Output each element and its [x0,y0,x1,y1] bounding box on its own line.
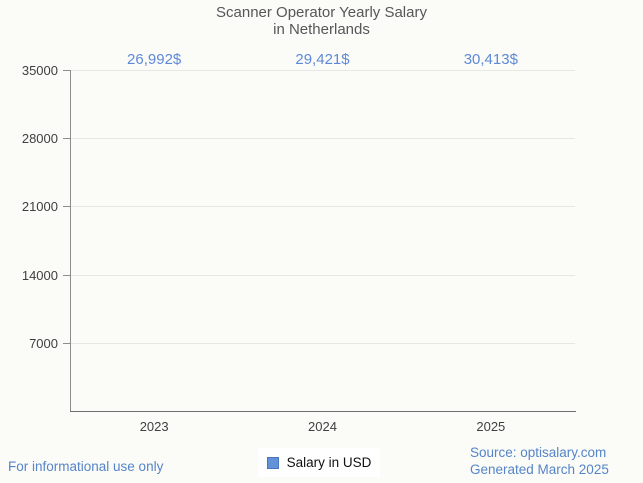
y-axis-tick [63,342,70,344]
x-axis-line [70,411,576,412]
bar-2025 [454,115,527,411]
y-axis-tick [63,274,70,276]
value-label-2024: 29,421$ [295,51,350,68]
disclaimer-text: For informational use only [8,459,164,474]
x-axis-label-2024: 2024 [308,419,337,434]
y-axis-tick [63,138,70,140]
gridline [71,342,575,344]
generated-text: Generated March 2025 [470,462,609,477]
y-axis-tick-label: 7000 [29,335,58,351]
y-axis-tick-label: 14000 [21,267,58,283]
chart-title-line2: in Netherlands [273,21,370,38]
y-axis-tick-label: 28000 [21,131,58,147]
x-axis-label-2025: 2025 [476,419,506,434]
y-axis-tick [63,70,70,71]
y-axis-tick-label: 35000 [21,63,58,78]
legend-swatch-icon [266,456,279,469]
value-label-2023: 26,992$ [127,51,182,68]
bar-2023 [118,148,191,411]
gridline [71,70,575,71]
chart-title: Scanner Operator Yearly Salary in Nether… [0,4,643,38]
bar-2024 [286,124,359,411]
gridline [71,138,575,140]
y-axis-line [70,70,71,411]
y-axis-tick [63,206,70,208]
source-text: Source: optisalary.com [470,445,607,460]
chart-title-line1: Scanner Operator Yearly Salary [216,4,427,21]
legend-label: Salary in USD [286,455,372,470]
legend: Salary in USD [258,448,380,477]
value-label-2025: 30,413$ [463,51,518,68]
y-axis-tick-label: 21000 [21,199,58,215]
gridline [71,206,575,208]
gridline [71,274,575,276]
x-axis-label-2023: 2023 [139,419,169,434]
source-attribution: Source: optisalary.com Generated March 2… [470,444,609,478]
